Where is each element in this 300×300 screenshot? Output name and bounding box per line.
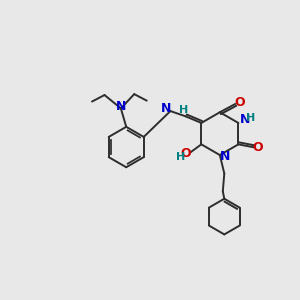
Text: O: O xyxy=(180,147,191,160)
Text: N: N xyxy=(240,113,250,127)
Text: H: H xyxy=(179,105,189,115)
Text: O: O xyxy=(234,96,245,109)
Text: N: N xyxy=(116,100,126,113)
Text: O: O xyxy=(253,141,263,154)
Text: H: H xyxy=(246,112,256,123)
Text: H: H xyxy=(176,152,185,162)
Text: N: N xyxy=(161,102,171,115)
Text: N: N xyxy=(220,150,230,163)
